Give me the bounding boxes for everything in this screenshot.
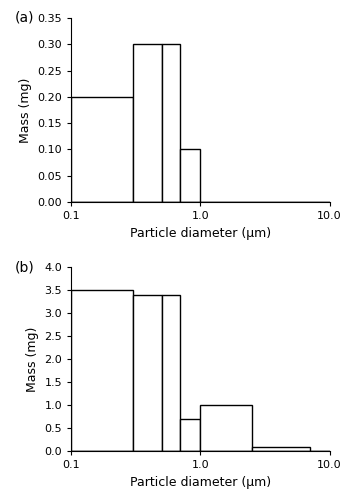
X-axis label: Particle diameter (μm): Particle diameter (μm) <box>130 476 271 489</box>
Bar <box>162 44 180 202</box>
Text: (a): (a) <box>14 11 34 25</box>
Bar <box>71 97 133 202</box>
Bar <box>201 406 252 452</box>
Bar <box>133 44 162 202</box>
X-axis label: Particle diameter (μm): Particle diameter (μm) <box>130 226 271 239</box>
Bar <box>180 419 201 452</box>
Text: (b): (b) <box>14 260 34 274</box>
Bar <box>133 295 162 452</box>
Y-axis label: Mass (mg): Mass (mg) <box>26 326 39 392</box>
Bar <box>162 295 180 452</box>
Bar <box>180 150 201 202</box>
Y-axis label: Mass (mg): Mass (mg) <box>19 78 32 142</box>
Bar <box>252 446 310 452</box>
Bar <box>71 290 133 452</box>
